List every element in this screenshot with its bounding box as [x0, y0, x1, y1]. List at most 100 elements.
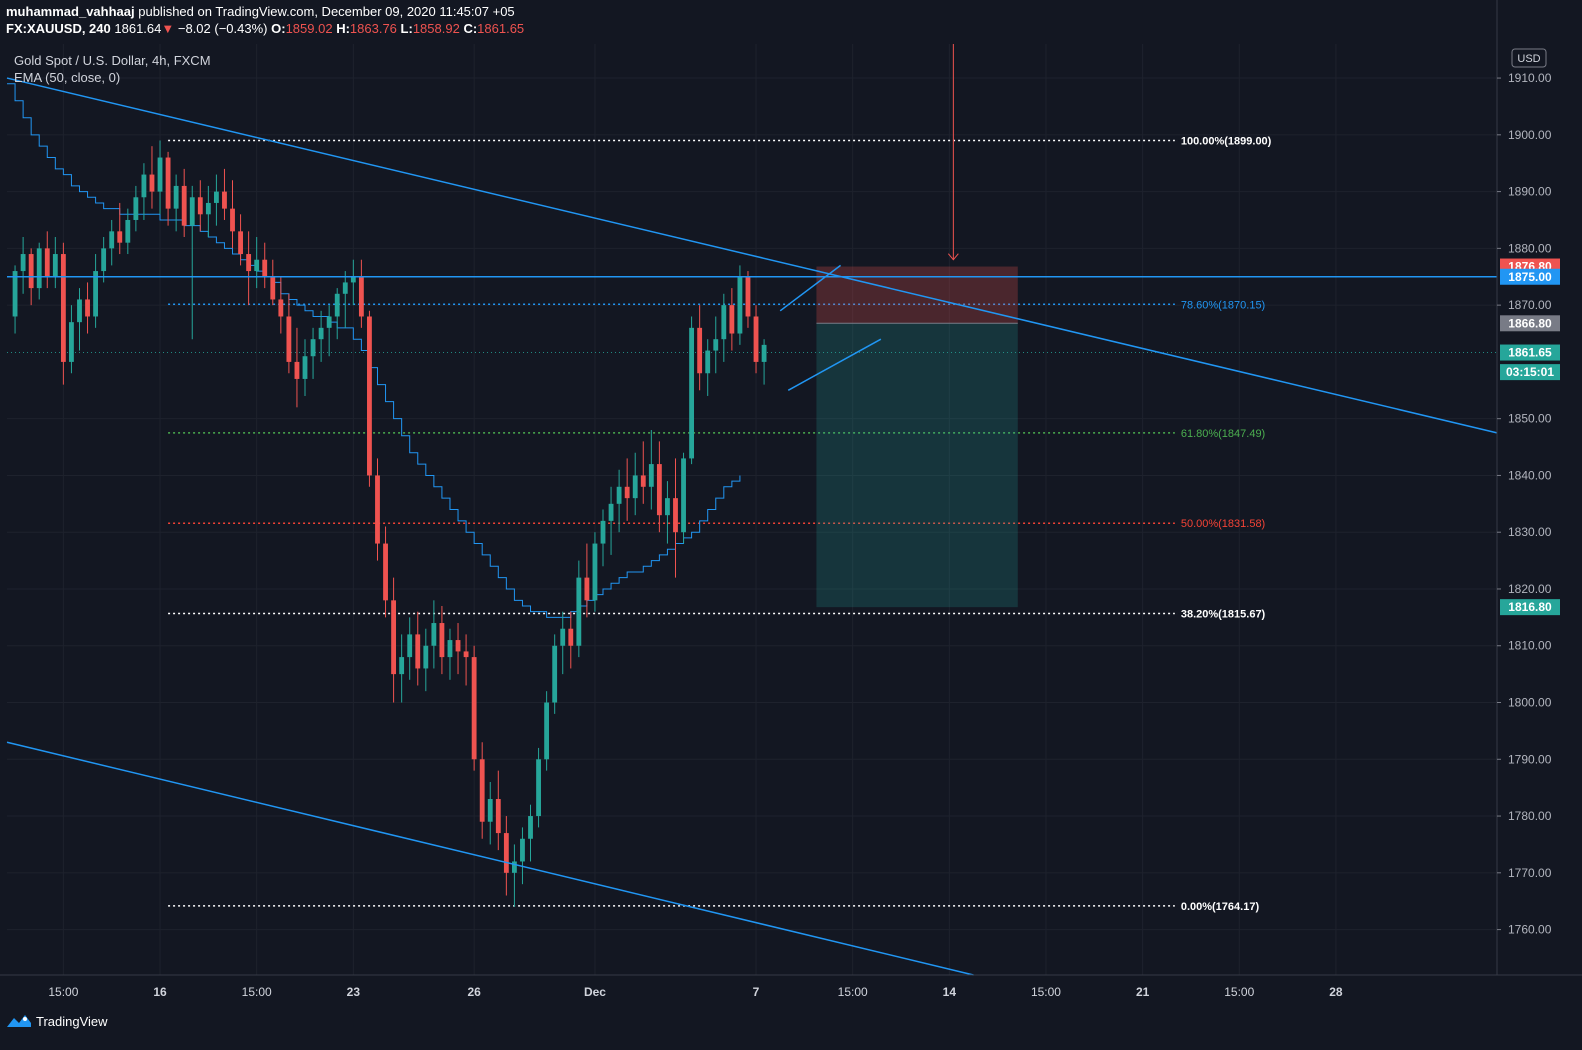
- candle-body: [342, 282, 348, 294]
- price-tick-label: 1890.00: [1508, 185, 1552, 199]
- candle-body: [310, 339, 316, 357]
- currency-label: USD: [1517, 53, 1540, 65]
- candle-body: [721, 305, 727, 340]
- candle: [117, 202, 123, 255]
- price-badge-label: 03:15:01: [1506, 365, 1554, 379]
- candle: [753, 305, 759, 374]
- trend-line[interactable]: [6, 77, 1498, 434]
- trend-line[interactable]: [6, 741, 974, 976]
- candle-body: [36, 248, 42, 289]
- candle-body: [399, 657, 405, 675]
- price-tick-label: 1780.00: [1508, 809, 1552, 823]
- candle: [632, 452, 638, 516]
- candle-body: [246, 254, 252, 272]
- take-profit-zone[interactable]: [816, 323, 1018, 608]
- candle: [230, 180, 235, 249]
- close-value: 1861.65: [477, 21, 525, 36]
- trend-line[interactable]: [787, 338, 882, 391]
- price-badge[interactable]: [1500, 315, 1560, 332]
- candle: [407, 617, 413, 680]
- candle: [318, 310, 324, 362]
- candle: [648, 430, 654, 510]
- candle: [149, 146, 155, 209]
- candle: [447, 628, 453, 680]
- candle: [495, 770, 501, 851]
- candle-body: [254, 259, 260, 272]
- indicator-label[interactable]: EMA (50, close, 0): [14, 70, 121, 85]
- symbol-label: FX:XAUUSD, 240: [6, 21, 111, 36]
- fibonacci-retracement[interactable]: 100.00%(1899.00) 78.60%(1870.15) 61.80%(18…: [168, 136, 1272, 913]
- candle: [262, 242, 268, 289]
- short-position-tool[interactable]: [816, 266, 1018, 608]
- candle-body: [737, 276, 743, 334]
- candle-body: [495, 799, 501, 834]
- candle: [342, 271, 348, 328]
- price-axis[interactable]: USD 1910.00 1900.00 1890.00 1880.00 1870.00 18…: [1496, 0, 1582, 976]
- candle-body: [278, 299, 284, 317]
- candle-body: [697, 327, 703, 374]
- trend-lines[interactable]: [6, 44, 1582, 976]
- candle-body: [471, 657, 477, 760]
- candle-body: [592, 543, 598, 601]
- candle-body: [753, 316, 759, 362]
- fib-level-label: 0.00%(1764.17): [1181, 901, 1260, 913]
- candle: [302, 339, 308, 396]
- candle: [367, 310, 372, 487]
- candle-body: [77, 299, 82, 323]
- price-badge[interactable]: [1500, 364, 1560, 381]
- candle-body: [117, 231, 123, 243]
- candle-body: [149, 174, 155, 192]
- low-label: L:: [400, 21, 413, 36]
- price-tick-label: 1900.00: [1508, 128, 1552, 142]
- candle-body: [391, 600, 397, 675]
- price-tick-label: 1850.00: [1508, 412, 1552, 426]
- candle: [254, 237, 260, 289]
- candle-body: [608, 503, 614, 521]
- author-name[interactable]: muhammad_vahhaaj: [6, 4, 135, 19]
- candle: [713, 316, 719, 374]
- candle-body: [238, 231, 243, 255]
- candle-body: [745, 276, 751, 317]
- candle: [222, 168, 227, 220]
- candle: [544, 691, 550, 771]
- candle-body: [584, 577, 590, 601]
- candle-body: [294, 361, 300, 379]
- candle: [721, 293, 727, 362]
- price-change: −8.02 (−0.43%): [177, 21, 268, 36]
- candle-body: [157, 157, 163, 192]
- fib-level-label: 100.00%(1899.00): [1181, 136, 1272, 148]
- price-badge[interactable]: [1500, 344, 1560, 361]
- candle-body: [85, 299, 90, 317]
- price-badge[interactable]: [1500, 599, 1560, 616]
- time-tick-label: 15:00: [1031, 985, 1061, 999]
- candle: [673, 458, 678, 578]
- candle: [689, 316, 695, 465]
- arrow-down-icon: [947, 253, 959, 261]
- ema-path: [7, 83, 741, 618]
- candle: [552, 634, 558, 714]
- time-axis[interactable]: 15:00 16 15:00 23 26 Dec 7 15:00 14 15:00 21 15:00 2…: [0, 974, 1582, 999]
- candle: [286, 293, 292, 374]
- candle: [697, 305, 703, 391]
- fib-level-label: 38.20%(1815.67): [1181, 609, 1266, 621]
- candle: [528, 804, 533, 862]
- candle-body: [624, 486, 630, 499]
- price-badge[interactable]: [1500, 268, 1560, 285]
- high-value: 1863.76: [349, 21, 397, 36]
- price-tick-label: 1820.00: [1508, 582, 1552, 596]
- price-tick-label: 1760.00: [1508, 923, 1552, 937]
- candle-body: [656, 464, 662, 516]
- price-tick-label: 1830.00: [1508, 525, 1552, 539]
- open-label: O:: [271, 21, 286, 36]
- candle: [326, 305, 332, 357]
- candle-body: [101, 248, 107, 272]
- candle: [665, 481, 670, 544]
- currency-box[interactable]: [1511, 48, 1547, 68]
- candle: [205, 185, 211, 238]
- candle-body: [431, 623, 437, 646]
- candle: [745, 271, 751, 328]
- trend-line[interactable]: [779, 264, 842, 312]
- tradingview-logo[interactable]: TradingView: [6, 1013, 108, 1029]
- time-tick-label: 15:00: [48, 985, 78, 999]
